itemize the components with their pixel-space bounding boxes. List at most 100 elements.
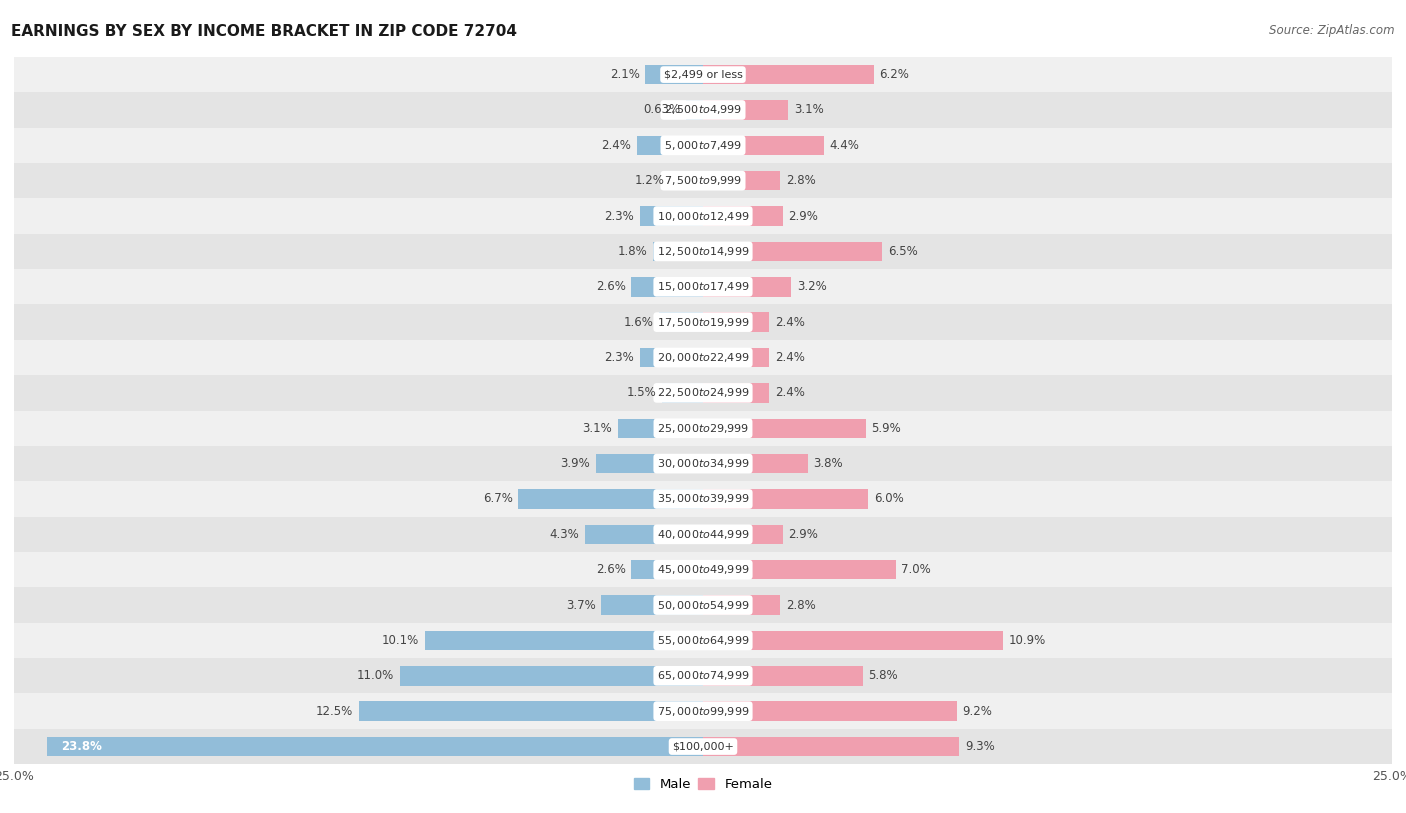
Bar	[640, 207, 703, 226]
Text: 3.2%: 3.2%	[797, 280, 827, 293]
Bar	[637, 136, 703, 155]
Text: 3.7%: 3.7%	[565, 598, 596, 611]
Bar	[14, 304, 1392, 340]
Text: 6.0%: 6.0%	[875, 493, 904, 506]
Bar	[14, 57, 1392, 92]
Text: $2,499 or less: $2,499 or less	[664, 70, 742, 80]
Bar	[662, 383, 703, 402]
Text: 23.8%: 23.8%	[60, 740, 101, 753]
Bar	[703, 383, 769, 402]
Text: 3.9%: 3.9%	[560, 457, 591, 470]
Bar	[359, 702, 703, 721]
Bar	[645, 65, 703, 85]
Text: 6.7%: 6.7%	[484, 493, 513, 506]
Bar	[14, 481, 1392, 517]
Text: $15,000 to $17,499: $15,000 to $17,499	[657, 280, 749, 293]
Bar	[640, 348, 703, 367]
Text: 10.9%: 10.9%	[1010, 634, 1046, 647]
Bar	[703, 241, 882, 261]
Bar	[14, 92, 1392, 128]
Text: 2.4%: 2.4%	[602, 139, 631, 152]
Bar	[654, 241, 703, 261]
Text: 3.1%: 3.1%	[794, 103, 824, 116]
Text: $30,000 to $34,999: $30,000 to $34,999	[657, 457, 749, 470]
Bar	[659, 312, 703, 332]
Bar	[14, 446, 1392, 481]
Text: $10,000 to $12,499: $10,000 to $12,499	[657, 210, 749, 223]
Bar	[703, 136, 824, 155]
Text: $65,000 to $74,999: $65,000 to $74,999	[657, 669, 749, 682]
Bar	[596, 454, 703, 473]
Text: 2.4%: 2.4%	[775, 351, 804, 364]
Text: 5.8%: 5.8%	[869, 669, 898, 682]
Text: 2.6%: 2.6%	[596, 280, 626, 293]
Bar	[14, 233, 1392, 269]
Text: 2.4%: 2.4%	[775, 315, 804, 328]
Bar	[703, 524, 783, 544]
Text: 3.8%: 3.8%	[813, 457, 842, 470]
Bar	[14, 587, 1392, 623]
Text: $20,000 to $22,499: $20,000 to $22,499	[657, 351, 749, 364]
Text: 12.5%: 12.5%	[316, 705, 353, 718]
Bar	[14, 163, 1392, 198]
Bar	[703, 595, 780, 615]
Bar	[425, 631, 703, 650]
Text: 2.9%: 2.9%	[789, 528, 818, 541]
Bar	[617, 419, 703, 438]
Bar	[48, 737, 703, 756]
Text: $12,500 to $14,999: $12,500 to $14,999	[657, 245, 749, 258]
Text: $40,000 to $44,999: $40,000 to $44,999	[657, 528, 749, 541]
Text: 10.1%: 10.1%	[382, 634, 419, 647]
Bar	[703, 702, 956, 721]
Text: 2.9%: 2.9%	[789, 210, 818, 223]
Bar	[703, 277, 792, 297]
Bar	[14, 729, 1392, 764]
Text: 5.9%: 5.9%	[872, 422, 901, 435]
Bar	[14, 517, 1392, 552]
Text: EARNINGS BY SEX BY INCOME BRACKET IN ZIP CODE 72704: EARNINGS BY SEX BY INCOME BRACKET IN ZIP…	[11, 24, 517, 39]
Text: $25,000 to $29,999: $25,000 to $29,999	[657, 422, 749, 435]
Text: $35,000 to $39,999: $35,000 to $39,999	[657, 493, 749, 506]
Bar	[631, 560, 703, 580]
Text: Source: ZipAtlas.com: Source: ZipAtlas.com	[1270, 24, 1395, 37]
Text: 1.8%: 1.8%	[619, 245, 648, 258]
Text: 2.8%: 2.8%	[786, 174, 815, 187]
Bar	[703, 631, 1004, 650]
Text: 3.1%: 3.1%	[582, 422, 612, 435]
Bar	[14, 623, 1392, 658]
Bar	[686, 100, 703, 120]
Text: 1.6%: 1.6%	[623, 315, 654, 328]
Bar	[703, 65, 875, 85]
Bar	[399, 666, 703, 685]
Text: 1.5%: 1.5%	[627, 386, 657, 399]
Bar	[14, 340, 1392, 375]
Bar	[14, 269, 1392, 304]
Bar	[600, 595, 703, 615]
Bar	[14, 411, 1392, 446]
Text: 4.3%: 4.3%	[550, 528, 579, 541]
Text: $22,500 to $24,999: $22,500 to $24,999	[657, 386, 749, 399]
Text: $45,000 to $49,999: $45,000 to $49,999	[657, 563, 749, 576]
Bar	[14, 659, 1392, 693]
Text: 7.0%: 7.0%	[901, 563, 931, 576]
Text: $100,000+: $100,000+	[672, 741, 734, 751]
Bar	[703, 737, 959, 756]
Text: 9.2%: 9.2%	[962, 705, 991, 718]
Text: 6.5%: 6.5%	[887, 245, 917, 258]
Bar	[14, 375, 1392, 411]
Bar	[703, 312, 769, 332]
Text: 11.0%: 11.0%	[357, 669, 394, 682]
Text: 2.3%: 2.3%	[605, 210, 634, 223]
Bar	[703, 348, 769, 367]
Text: $7,500 to $9,999: $7,500 to $9,999	[664, 174, 742, 187]
Bar	[703, 489, 869, 509]
Bar	[585, 524, 703, 544]
Text: $50,000 to $54,999: $50,000 to $54,999	[657, 598, 749, 611]
Text: $17,500 to $19,999: $17,500 to $19,999	[657, 315, 749, 328]
Text: 2.3%: 2.3%	[605, 351, 634, 364]
Text: 2.8%: 2.8%	[786, 598, 815, 611]
Text: $5,000 to $7,499: $5,000 to $7,499	[664, 139, 742, 152]
Legend: Male, Female: Male, Female	[628, 773, 778, 797]
Bar	[631, 277, 703, 297]
Text: 9.3%: 9.3%	[965, 740, 994, 753]
